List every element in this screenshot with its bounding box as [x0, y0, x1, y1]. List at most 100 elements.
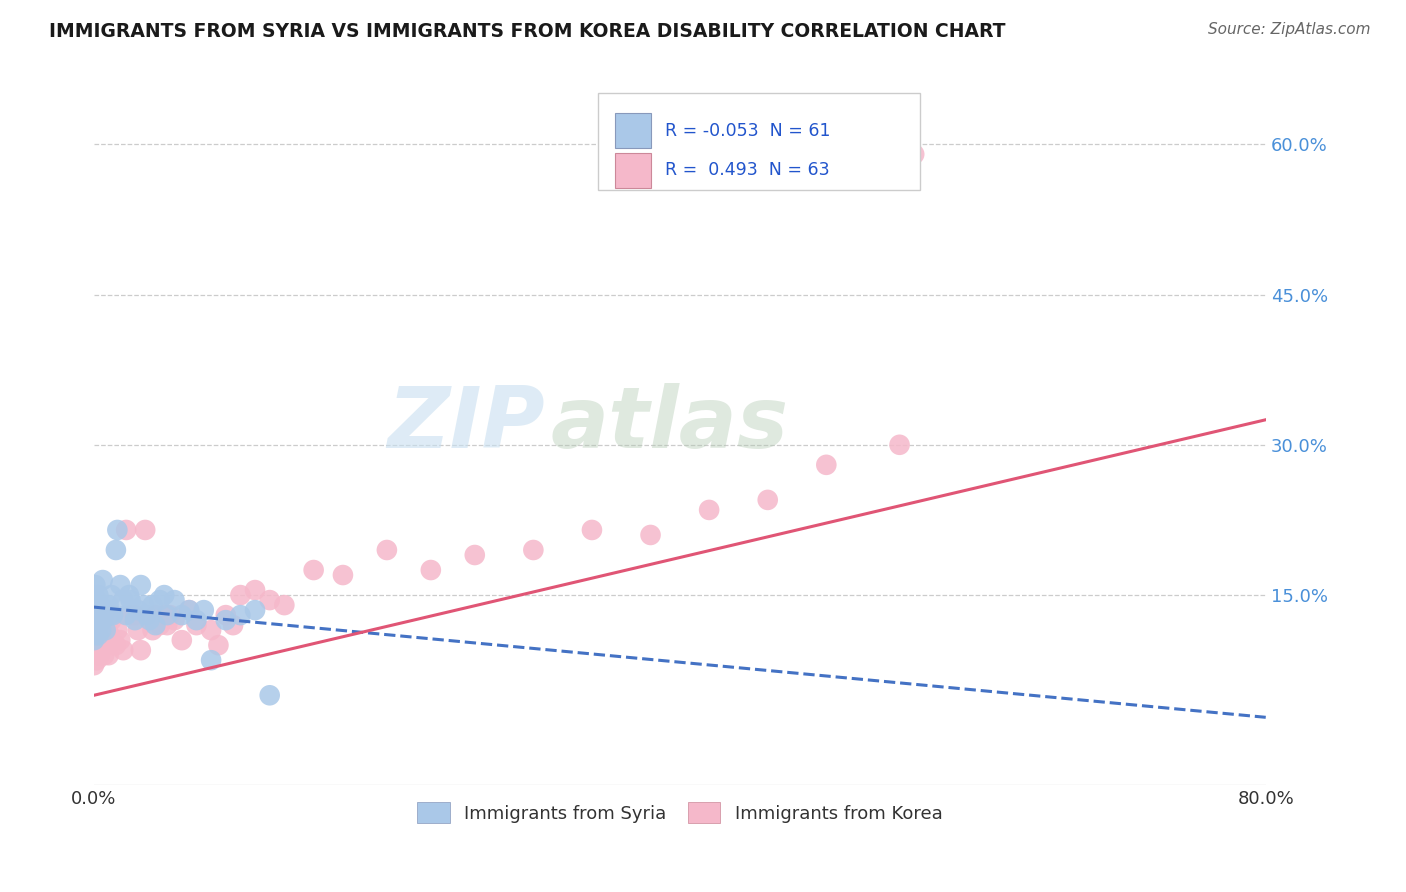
Point [229, 588, 252, 602]
Point [87, 618, 110, 632]
Point [115, 608, 138, 623]
Point [138, 613, 160, 627]
Point [83, 613, 105, 627]
Point [332, 568, 354, 582]
Point [89, 608, 111, 623]
Point [83, 638, 105, 652]
Point [86, 653, 108, 667]
Point [83, 623, 105, 637]
Text: ZIP: ZIP [388, 384, 546, 467]
Point [91, 613, 114, 627]
Point [149, 618, 172, 632]
Point [87, 588, 110, 602]
Point [112, 593, 135, 607]
Point [207, 638, 229, 652]
Point [889, 438, 911, 452]
Point [101, 608, 124, 623]
Point [98, 628, 121, 642]
Point [105, 623, 128, 637]
Point [302, 563, 325, 577]
Text: R = -0.053  N = 61: R = -0.053 N = 61 [665, 122, 830, 140]
Point [118, 588, 141, 602]
Point [84, 643, 107, 657]
Point [83, 598, 105, 612]
Point [86, 593, 108, 607]
Point [135, 608, 157, 623]
Point [145, 608, 167, 623]
Point [115, 523, 138, 537]
Point [84, 618, 107, 632]
Point [215, 613, 238, 627]
Point [756, 492, 779, 507]
Point [96, 603, 118, 617]
Point [222, 618, 245, 632]
Point [86, 623, 108, 637]
Point [464, 548, 486, 562]
Point [179, 603, 201, 617]
Point [112, 643, 135, 657]
Point [697, 503, 720, 517]
Legend: Immigrants from Syria, Immigrants from Korea: Immigrants from Syria, Immigrants from K… [409, 796, 950, 830]
Point [132, 598, 155, 612]
Point [156, 608, 179, 623]
Point [273, 598, 295, 612]
Point [86, 603, 108, 617]
Text: R =  0.493  N = 63: R = 0.493 N = 63 [665, 161, 830, 179]
Point [94, 623, 117, 637]
Point [89, 613, 111, 627]
Point [89, 648, 111, 663]
Point [110, 633, 132, 648]
Point [84, 578, 107, 592]
Point [83, 618, 105, 632]
Point [83, 588, 105, 602]
Point [97, 648, 120, 663]
Point [129, 578, 152, 592]
Point [120, 608, 142, 623]
Point [87, 623, 110, 637]
Point [259, 593, 281, 607]
Point [127, 623, 149, 637]
Point [104, 638, 127, 652]
Point [86, 638, 108, 652]
Point [83, 658, 105, 673]
Point [129, 643, 152, 657]
Point [815, 458, 838, 472]
Point [229, 608, 252, 623]
Point [87, 608, 110, 623]
Point [97, 598, 120, 612]
Point [243, 603, 266, 617]
Point [91, 573, 114, 587]
Bar [616, 153, 651, 188]
Point [193, 603, 215, 617]
Point [259, 688, 281, 702]
Point [149, 593, 172, 607]
Point [215, 608, 238, 623]
Point [98, 608, 121, 623]
Point [153, 588, 176, 602]
Point [170, 633, 193, 648]
Point [145, 618, 167, 632]
Point [110, 578, 132, 592]
Point [101, 608, 124, 623]
Point [419, 563, 441, 577]
Point [93, 648, 115, 663]
Point [134, 523, 156, 537]
Point [640, 528, 662, 542]
Point [84, 618, 107, 632]
Point [581, 523, 603, 537]
Point [90, 603, 112, 617]
Point [90, 623, 112, 637]
Point [120, 593, 142, 607]
Point [522, 543, 544, 558]
Point [91, 633, 114, 648]
Point [138, 613, 160, 627]
Point [186, 613, 208, 627]
Point [84, 608, 107, 623]
Point [90, 643, 112, 657]
Point [200, 653, 222, 667]
Point [375, 543, 398, 558]
Point [163, 613, 186, 627]
Point [104, 543, 127, 558]
Point [127, 603, 149, 617]
Point [141, 623, 163, 637]
